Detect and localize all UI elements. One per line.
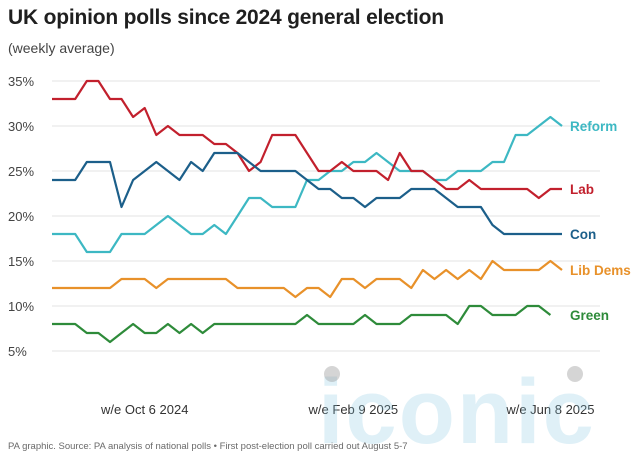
x-tick-label: w/e Jun 8 2025 bbox=[505, 402, 594, 417]
y-tick-label: 10% bbox=[8, 299, 34, 314]
watermark-dot-left bbox=[324, 366, 340, 382]
y-tick-label: 25% bbox=[8, 164, 34, 179]
chart-title: UK opinion polls since 2024 general elec… bbox=[8, 6, 444, 29]
series-line-lab bbox=[52, 79, 562, 200]
y-tick-label: 15% bbox=[8, 254, 34, 269]
series-label-lab: Lab bbox=[570, 182, 594, 197]
x-tick-label: w/e Feb 9 2025 bbox=[308, 402, 399, 417]
series-label-green: Green bbox=[570, 308, 609, 323]
series-label-reform: Reform bbox=[570, 119, 617, 134]
chart-subtitle: (weekly average) bbox=[8, 40, 115, 56]
watermark-dot-right bbox=[567, 366, 583, 382]
series-line-reform bbox=[52, 115, 563, 254]
series-line-green bbox=[52, 304, 552, 344]
y-tick-label: 20% bbox=[8, 209, 34, 224]
series-label-con: Con bbox=[570, 227, 596, 242]
y-tick-label: 35% bbox=[8, 74, 34, 89]
y-tick-label: 5% bbox=[8, 344, 27, 359]
source-note: PA graphic. Source: PA analysis of natio… bbox=[8, 441, 408, 452]
y-tick-label: 30% bbox=[8, 119, 34, 134]
series-label-lib-dems: Lib Dems bbox=[570, 263, 631, 278]
x-tick-label: w/e Oct 6 2024 bbox=[100, 402, 188, 417]
series-line-con bbox=[52, 151, 562, 236]
series-line-lib-dems bbox=[52, 259, 563, 299]
